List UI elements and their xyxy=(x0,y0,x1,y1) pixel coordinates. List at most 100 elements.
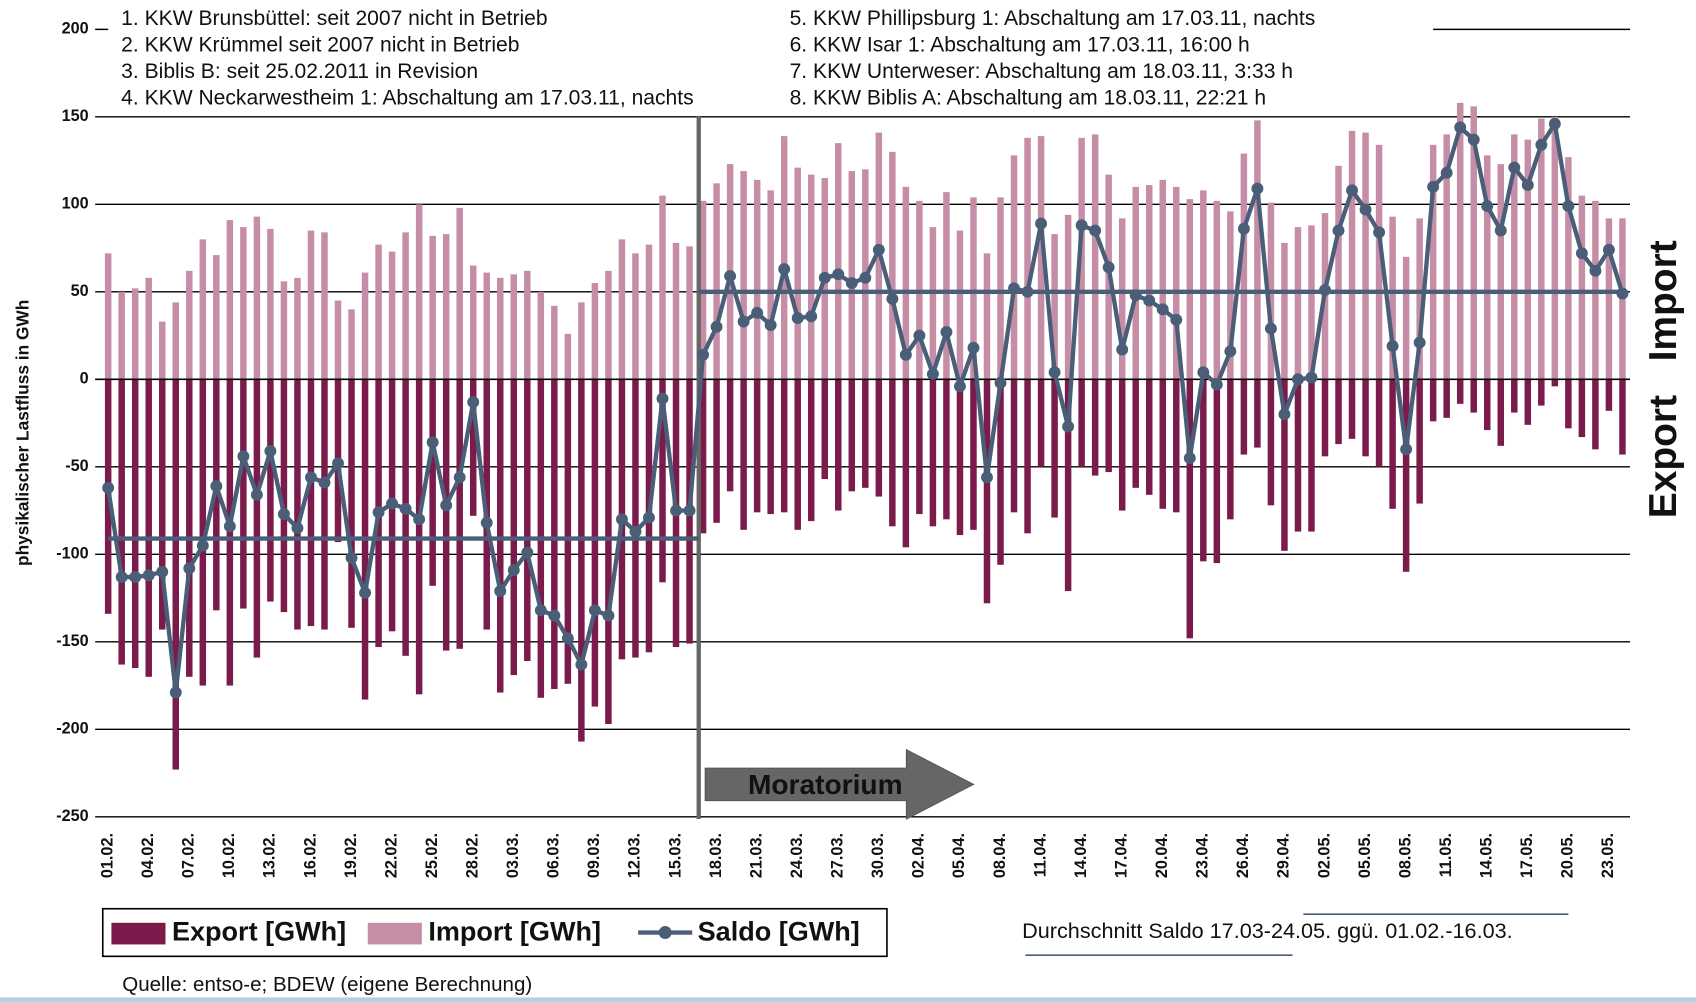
bar xyxy=(1051,379,1058,518)
bar xyxy=(659,195,666,380)
bar xyxy=(524,270,531,380)
saldo-marker xyxy=(791,312,804,325)
bar xyxy=(713,183,720,380)
bar xyxy=(699,379,707,534)
bar xyxy=(321,232,328,380)
x-tick-label: 08.04. xyxy=(991,833,1009,878)
bar xyxy=(253,379,261,658)
saldo-marker xyxy=(264,445,277,458)
saldo-marker xyxy=(1575,247,1588,260)
bar xyxy=(510,379,518,676)
bar xyxy=(145,379,152,677)
bar xyxy=(1037,136,1045,380)
bar xyxy=(1321,379,1329,457)
bar xyxy=(1200,190,1207,380)
note: 1. KKW Brunsbüttel: seit 2007 nicht in B… xyxy=(121,7,547,30)
bar xyxy=(118,291,125,380)
bar xyxy=(415,204,423,380)
saldo-marker xyxy=(994,376,1007,389)
x-tick-label: 18.03. xyxy=(707,833,725,878)
bar xyxy=(862,379,869,488)
saldo-marker xyxy=(1062,420,1075,433)
bar xyxy=(1605,379,1613,411)
saldo-marker xyxy=(1494,224,1507,237)
x-tick-label: 25.02. xyxy=(423,833,441,878)
bar xyxy=(1456,102,1464,380)
y-tick-label: -200 xyxy=(56,720,88,738)
saldo-marker xyxy=(1562,200,1575,213)
saldo-marker xyxy=(643,511,655,524)
bar xyxy=(1118,379,1126,511)
bar xyxy=(388,251,396,380)
bar xyxy=(131,379,139,669)
saldo-marker xyxy=(1278,408,1291,421)
saldo-marker xyxy=(1197,366,1210,379)
bar xyxy=(551,379,558,690)
note: 8. KKW Biblis A: Abschaltung am 18.03.11… xyxy=(790,87,1266,110)
bar xyxy=(1335,379,1342,445)
bar xyxy=(983,379,991,604)
bar xyxy=(294,277,301,380)
saldo-marker xyxy=(1008,282,1020,295)
y-tick-label: 0 xyxy=(80,370,89,388)
bar xyxy=(1565,157,1572,380)
bar xyxy=(956,230,964,380)
bar xyxy=(1443,134,1450,380)
saldo-marker xyxy=(169,686,182,699)
bar xyxy=(1416,379,1423,504)
bar xyxy=(1592,379,1599,450)
saldo-marker xyxy=(480,516,493,529)
saldo-marker xyxy=(602,609,615,622)
bar xyxy=(1173,379,1180,513)
bar xyxy=(591,379,599,707)
saldo-marker xyxy=(1359,203,1372,216)
bar xyxy=(1200,379,1207,562)
saldo-marker xyxy=(967,341,980,354)
x-tick-label: 13.02. xyxy=(261,833,279,878)
bar xyxy=(1173,186,1180,380)
saldo-marker xyxy=(1373,226,1386,239)
saldo-marker xyxy=(1170,313,1183,326)
legend-swatch xyxy=(367,922,422,945)
saldo-marker xyxy=(940,326,953,339)
bar xyxy=(172,379,180,770)
saldo-marker xyxy=(102,481,115,494)
bar xyxy=(1281,242,1288,380)
bar xyxy=(1402,256,1410,380)
bar xyxy=(1254,120,1261,380)
bar xyxy=(1024,137,1031,380)
bar xyxy=(1524,139,1532,380)
bar xyxy=(1186,199,1194,380)
bar xyxy=(1484,155,1491,380)
bar xyxy=(294,379,301,630)
saldo-marker xyxy=(142,569,155,582)
bar xyxy=(753,379,761,513)
saldo-marker xyxy=(859,271,872,284)
bar xyxy=(1551,379,1559,387)
side-label-export: Export xyxy=(1642,395,1685,518)
saldo-marker xyxy=(183,562,196,575)
saldo-marker xyxy=(1400,443,1413,456)
bar xyxy=(1091,134,1099,380)
bar xyxy=(280,281,288,380)
bar xyxy=(1619,379,1626,455)
side-label-import: Import xyxy=(1642,240,1685,361)
bar xyxy=(943,192,950,380)
bar xyxy=(186,379,193,677)
bar xyxy=(916,379,923,515)
saldo-marker xyxy=(575,658,588,671)
bar xyxy=(889,379,896,527)
bar xyxy=(1024,379,1031,534)
bar xyxy=(1402,379,1410,572)
bar xyxy=(902,379,910,548)
bar xyxy=(1145,185,1153,380)
bar xyxy=(1078,137,1085,380)
bar xyxy=(280,379,288,613)
saldo-marker xyxy=(372,506,385,519)
bar xyxy=(970,379,977,530)
x-tick-label: 22.02. xyxy=(382,833,400,878)
saldo-marker xyxy=(1332,224,1345,237)
saldo-marker xyxy=(453,471,466,484)
saldo-marker xyxy=(1305,371,1318,384)
